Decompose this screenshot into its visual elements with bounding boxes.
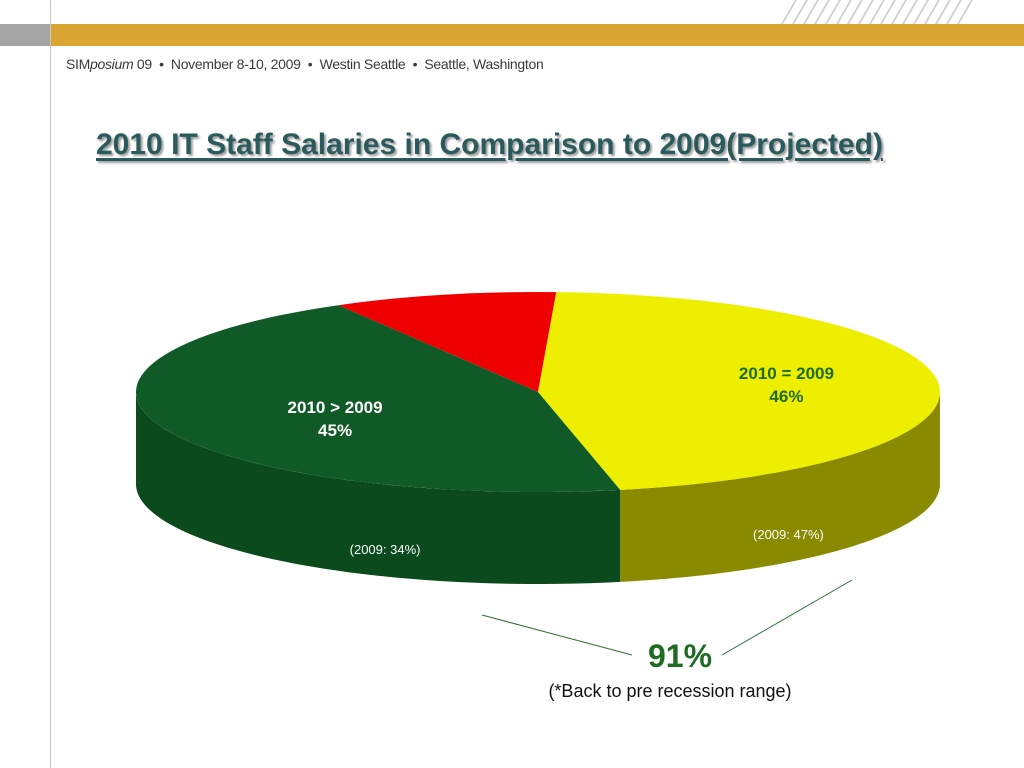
pie-labels: 2010 < 2009 9% (2009: 19%) 2010 = 2009 46% (2… [288, 240, 834, 557]
separator-bullet: • [159, 56, 164, 72]
pie-side-2010-2009 [136, 392, 621, 584]
pie-side-2010-2009 [620, 393, 940, 582]
slice-label-2010-2009: 2010 = 2009 [739, 364, 834, 383]
top-banner [0, 0, 1024, 48]
separator-bullet: • [307, 56, 313, 72]
slice-prior-2010-2009: (2009: 34%) [350, 542, 421, 557]
slice-label-2010-2009: 2010 < 2009 [417, 243, 512, 262]
banner-grey-block [0, 24, 50, 46]
slice-prior-2010-2009: (2009: 19%) [481, 240, 552, 255]
conference-city: Seattle, Washington [424, 56, 544, 72]
left-margin-rule [50, 0, 51, 768]
conference-sim-prefix: SIM [66, 56, 90, 72]
pie-slice-2010-2009 [338, 292, 557, 392]
slice-label-2010-2009: 2010 > 2009 [288, 398, 383, 417]
pie-slice-2010-2009 [135, 305, 621, 492]
slice-value-2010-2009: 46% [769, 387, 803, 406]
separator-bullet: • [412, 56, 418, 72]
conference-dates: November 8-10, 2009 [170, 56, 301, 72]
slide-title: 2010 IT Staff Salaries in Comparison to … [96, 128, 883, 161]
conference-sim-italic: posium [90, 56, 134, 72]
callout-line-right [721, 579, 853, 656]
slice-value-2010-2009: 9% [452, 266, 477, 285]
callout-note: (*Back to pre recession range) [548, 681, 792, 701]
callout-value: 91% [647, 638, 713, 674]
pie-tops [135, 292, 941, 492]
pie-slice-2010-2009 [538, 292, 941, 490]
slice-prior-2010-2009: (2009: 47%) [753, 527, 824, 542]
conference-venue: Westin Seattle [319, 56, 406, 72]
callout-line-left [481, 614, 633, 656]
banner-gold-bar [50, 24, 1024, 46]
slice-value-2010-2009: 45% [318, 421, 352, 440]
conference-line: SIMposium 09 • November 8-10, 2009 • Wes… [66, 56, 544, 72]
conference-sim-suffix: 09 [133, 56, 152, 72]
pie-sides [136, 392, 940, 584]
